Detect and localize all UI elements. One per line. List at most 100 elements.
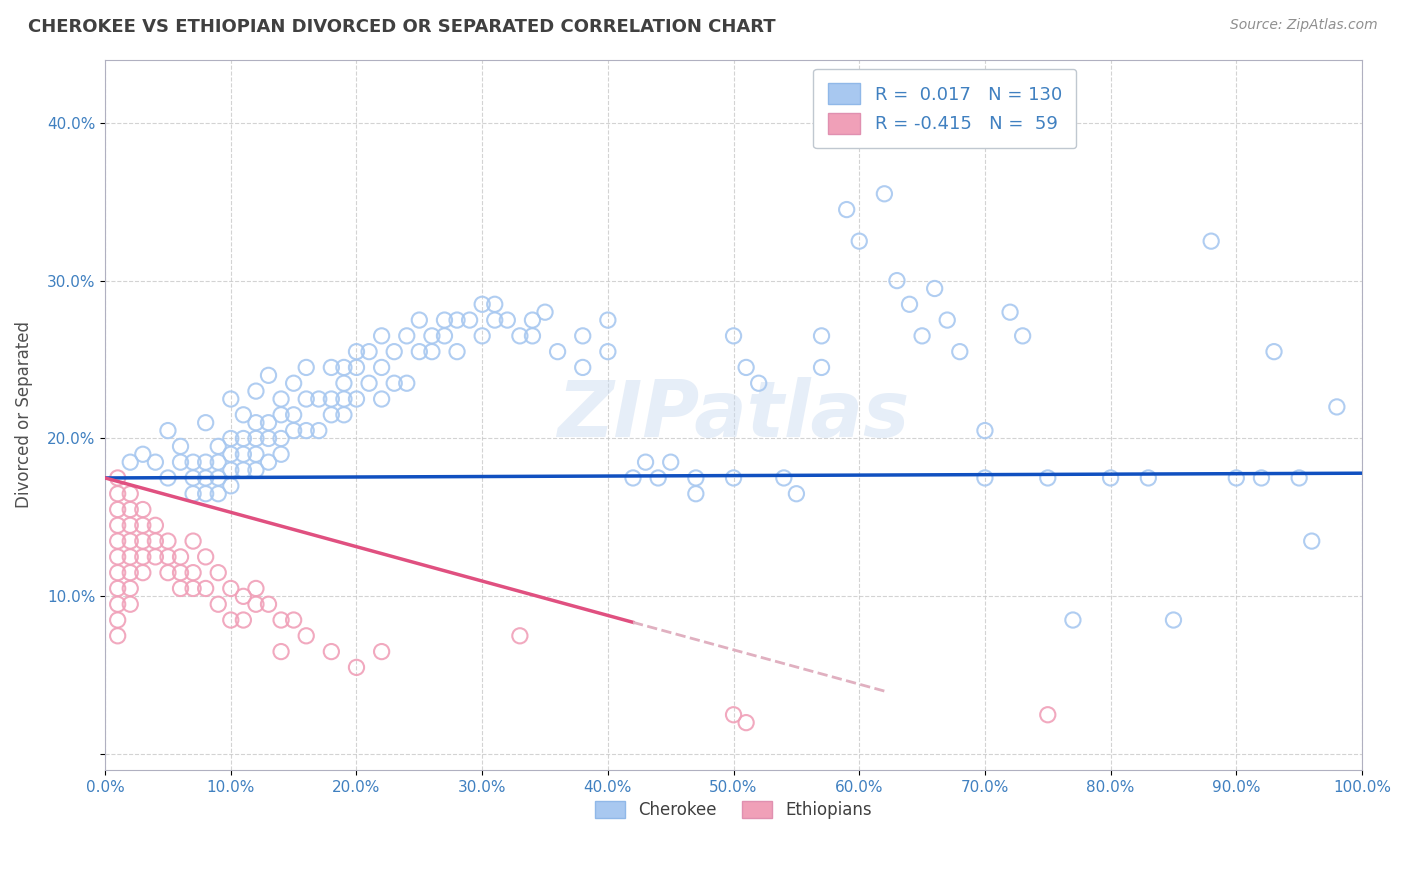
Point [169, 455, 191, 469]
Point [194, 471, 217, 485]
Point [207, 471, 229, 485]
Point [219, 447, 242, 461]
Point [169, 566, 191, 580]
Point [484, 297, 506, 311]
Point [596, 313, 619, 327]
Point [270, 613, 292, 627]
Point [308, 424, 330, 438]
Point [810, 360, 832, 375]
Point [245, 432, 267, 446]
Point [207, 455, 229, 469]
Point [156, 534, 179, 549]
Point [735, 360, 758, 375]
Point [257, 416, 280, 430]
Point [1199, 234, 1222, 248]
Point [346, 660, 368, 674]
Point [232, 590, 254, 604]
Point [120, 549, 142, 564]
Point [346, 344, 368, 359]
Point [194, 549, 217, 564]
Point [107, 534, 129, 549]
Point [772, 471, 794, 485]
Point [924, 281, 946, 295]
Point [283, 613, 305, 627]
Text: Source: ZipAtlas.com: Source: ZipAtlas.com [1230, 18, 1378, 32]
Point [370, 644, 392, 658]
Y-axis label: Divorced or Separated: Divorced or Separated [15, 321, 32, 508]
Point [321, 392, 343, 406]
Point [107, 566, 129, 580]
Point [270, 432, 292, 446]
Point [1263, 344, 1285, 359]
Point [295, 392, 318, 406]
Point [107, 597, 129, 611]
Point [156, 566, 179, 580]
Point [257, 455, 280, 469]
Point [232, 463, 254, 477]
Point [873, 186, 896, 201]
Point [321, 644, 343, 658]
Text: ZIPatlas: ZIPatlas [557, 376, 910, 453]
Point [333, 408, 356, 422]
Point [219, 392, 242, 406]
Legend: Cherokee, Ethiopians: Cherokee, Ethiopians [589, 794, 879, 826]
Point [257, 597, 280, 611]
Point [219, 479, 242, 493]
Point [132, 566, 155, 580]
Point [723, 707, 745, 722]
Point [120, 455, 142, 469]
Point [107, 487, 129, 501]
Point [509, 329, 531, 343]
Point [107, 471, 129, 485]
Point [346, 392, 368, 406]
Point [181, 582, 204, 596]
Point [120, 566, 142, 580]
Point [270, 392, 292, 406]
Point [509, 629, 531, 643]
Point [1137, 471, 1160, 485]
Point [120, 582, 142, 596]
Point [181, 487, 204, 501]
Point [395, 376, 418, 391]
Point [295, 360, 318, 375]
Point [120, 502, 142, 516]
Point [132, 549, 155, 564]
Point [270, 447, 292, 461]
Point [321, 360, 343, 375]
Point [458, 313, 481, 327]
Point [1062, 613, 1084, 627]
Point [471, 297, 494, 311]
Point [333, 392, 356, 406]
Point [333, 360, 356, 375]
Point [395, 329, 418, 343]
Point [219, 582, 242, 596]
Point [382, 344, 405, 359]
Point [534, 305, 557, 319]
Point [1036, 471, 1059, 485]
Point [257, 432, 280, 446]
Point [283, 408, 305, 422]
Point [181, 455, 204, 469]
Point [936, 313, 959, 327]
Point [571, 360, 593, 375]
Point [382, 376, 405, 391]
Point [735, 715, 758, 730]
Point [145, 518, 167, 533]
Point [1163, 613, 1185, 627]
Point [357, 376, 380, 391]
Point [257, 368, 280, 383]
Point [107, 613, 129, 627]
Point [145, 549, 167, 564]
Point [835, 202, 858, 217]
Point [245, 416, 267, 430]
Point [748, 376, 770, 391]
Text: CHEROKEE VS ETHIOPIAN DIVORCED OR SEPARATED CORRELATION CHART: CHEROKEE VS ETHIOPIAN DIVORCED OR SEPARA… [28, 18, 776, 36]
Point [974, 424, 997, 438]
Point [207, 487, 229, 501]
Point [107, 518, 129, 533]
Point [685, 471, 707, 485]
Point [547, 344, 569, 359]
Point [156, 424, 179, 438]
Point [232, 432, 254, 446]
Point [232, 447, 254, 461]
